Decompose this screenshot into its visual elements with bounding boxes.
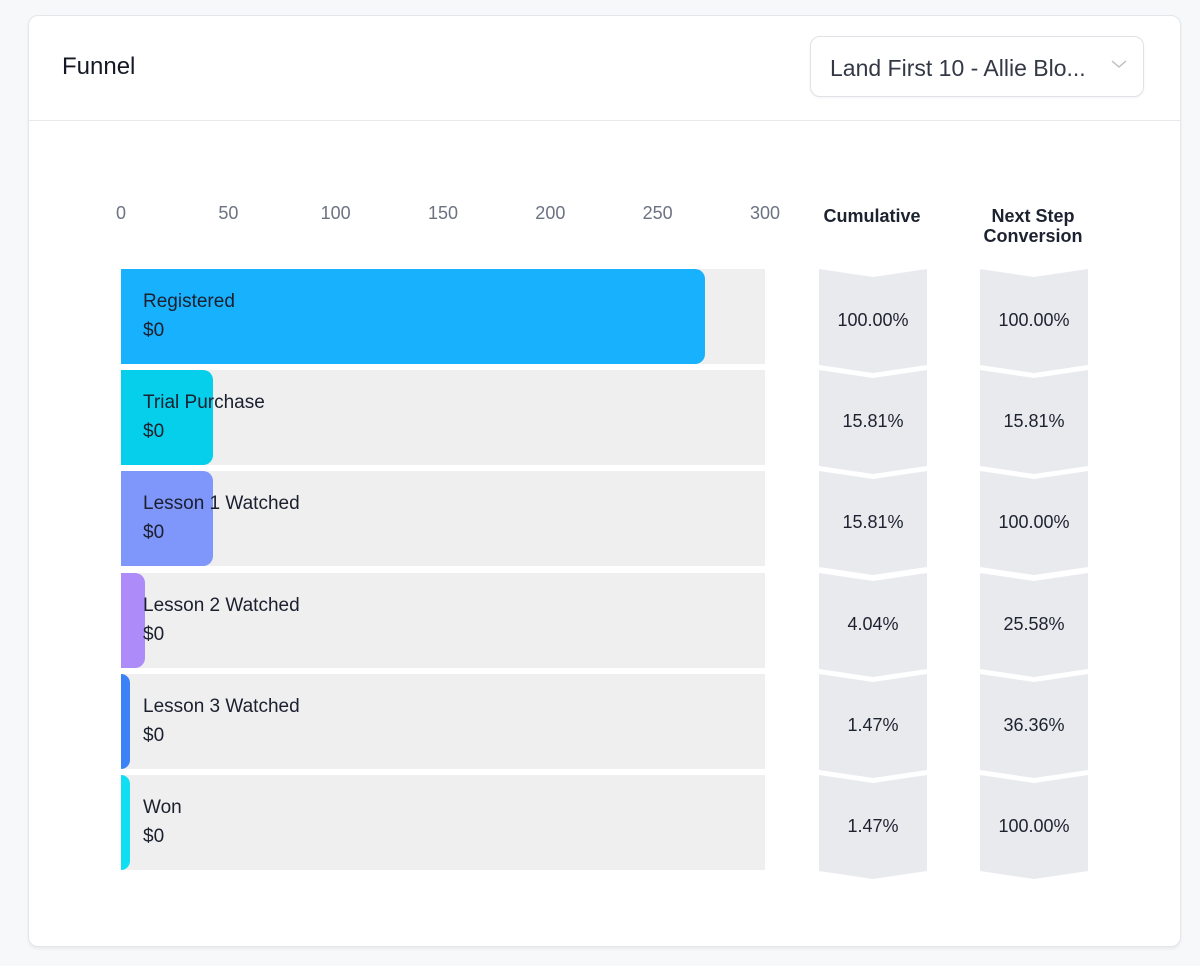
x-tick-label: 0 xyxy=(115,203,127,223)
next-step-cell-value: 100.00% xyxy=(998,512,1070,533)
x-tick-label: 300 xyxy=(749,203,781,223)
funnel-stage-label: Registered xyxy=(143,291,235,312)
chevron-shape xyxy=(980,370,1088,475)
next-step-cell-value: 100.00% xyxy=(998,310,1070,330)
card-title: Funnel xyxy=(62,53,136,80)
cumulative-cell: 1.47% xyxy=(819,775,927,883)
funnel-select[interactable]: Land First 10 - Allie Blo... xyxy=(810,36,1144,97)
funnel-stage-label: Lesson 2 Watched xyxy=(143,594,300,616)
next-step-header-line2: Conversion xyxy=(983,226,1083,246)
chevron-shape xyxy=(819,673,927,778)
next-step-conversion-header: Next Step Conversion xyxy=(973,206,1093,246)
next-step-cell: 100.00% xyxy=(980,471,1088,579)
funnel-stage-label: Lesson 1 Watched xyxy=(143,493,300,515)
funnel-stage-amount: $0 xyxy=(143,522,165,544)
chevron-shape xyxy=(980,572,1088,677)
x-tick-label: 150 xyxy=(427,203,459,223)
next-step-cell: 15.81% xyxy=(980,370,1088,478)
chevron-shape xyxy=(819,370,927,475)
funnel-row-track xyxy=(121,572,765,668)
next-step-header-line1: Next Step xyxy=(991,206,1075,226)
funnel-bar[interactable] xyxy=(121,775,130,870)
chevron-shape xyxy=(980,471,1088,576)
x-tick-label: 250 xyxy=(642,203,673,223)
funnel-bar[interactable] xyxy=(121,673,130,769)
chevron-shape xyxy=(819,775,927,879)
cumulative-cell: 15.81% xyxy=(819,370,927,478)
funnel-bar[interactable] xyxy=(121,269,705,364)
cumulative-cell: 100.00% xyxy=(819,269,927,377)
next-step-cell: 25.58% xyxy=(980,572,1088,681)
x-tick-label: 50 xyxy=(218,203,239,223)
funnel-bar[interactable] xyxy=(121,471,214,567)
funnel-stage-label: Won xyxy=(143,797,182,818)
chevron-shape xyxy=(819,572,927,677)
card-header: Funnel Land First 10 - Allie Blo... xyxy=(29,16,1180,121)
x-tick-label: 100 xyxy=(320,203,351,223)
cumulative-cell-value: 4.04% xyxy=(847,613,899,634)
cumulative-cell-value: 15.81% xyxy=(842,512,904,533)
funnel-bar[interactable] xyxy=(121,370,214,466)
next-step-cell-value: 36.36% xyxy=(1003,714,1065,735)
cumulative-cell-value: 1.47% xyxy=(847,714,899,735)
next-step-cell: 100.00% xyxy=(980,775,1088,883)
funnel-stage-amount: $0 xyxy=(143,724,165,746)
next-step-cell: 36.36% xyxy=(980,673,1088,782)
chevron-shape xyxy=(819,471,927,576)
cumulative-header: Cumulative xyxy=(823,206,921,226)
chevron-shape xyxy=(980,775,1088,879)
funnel-stage-label: Trial Purchase xyxy=(143,392,265,414)
cumulative-cell-value: 15.81% xyxy=(842,411,904,432)
funnel-row-track xyxy=(121,370,765,466)
chevron-shape xyxy=(980,673,1088,778)
chevron-shape xyxy=(980,269,1088,373)
next-step-cell-value: 15.81% xyxy=(1003,411,1065,432)
funnel-stage-amount: $0 xyxy=(143,421,165,443)
funnel-stage-amount: $0 xyxy=(143,320,165,341)
chevron-down-icon xyxy=(1111,60,1127,68)
x-tick-label: 200 xyxy=(535,203,566,223)
cumulative-cell-value: 1.47% xyxy=(847,816,899,836)
funnel-row-track xyxy=(121,775,765,870)
funnel-stage-amount: $0 xyxy=(143,826,165,847)
chevron-shape xyxy=(819,269,927,373)
next-step-cell-value: 25.58% xyxy=(1003,613,1065,634)
funnel-row-track xyxy=(121,471,765,567)
cumulative-cell: 4.04% xyxy=(819,572,927,681)
funnel-bar[interactable] xyxy=(121,572,145,668)
funnel-row-track xyxy=(121,673,765,769)
cumulative-cell: 1.47% xyxy=(819,673,927,782)
next-step-cell-value: 100.00% xyxy=(998,816,1070,836)
funnel-stage-amount: $0 xyxy=(143,623,165,645)
funnel-stage-label: Lesson 3 Watched xyxy=(143,695,300,717)
next-step-cell: 100.00% xyxy=(980,269,1088,377)
funnel-select-value: Land First 10 - Allie Blo... xyxy=(830,55,1086,81)
cumulative-cell-value: 100.00% xyxy=(837,310,909,330)
cumulative-cell: 15.81% xyxy=(819,471,927,579)
